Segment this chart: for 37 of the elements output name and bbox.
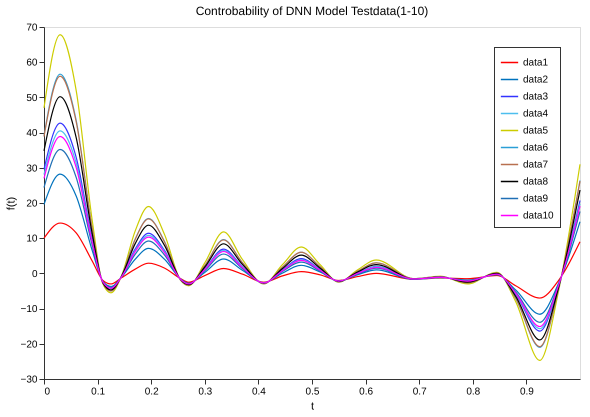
x-tick-label: 0.5	[306, 386, 320, 398]
y-axis-title: f(t)	[6, 196, 18, 210]
y-tick-label: −30	[20, 374, 38, 386]
y-tick-label: 70	[26, 22, 38, 34]
line-series	[43, 34, 581, 361]
legend-label: data4	[523, 108, 548, 120]
y-tick-label: 10	[26, 234, 38, 245]
y-tick-label: 50	[26, 92, 38, 104]
x-tick-label: 0.1	[91, 386, 106, 398]
line-series	[43, 222, 581, 299]
line-series	[43, 174, 581, 315]
x-axis-title: t	[310, 400, 314, 412]
y-tick-label: 0	[32, 268, 38, 280]
y-tick-label: −20	[20, 339, 38, 350]
legend-label: data10	[523, 210, 554, 222]
legend-label: data8	[523, 176, 548, 188]
x-tick-label: 0.9	[520, 386, 534, 398]
x-tick-label: 0.4	[252, 386, 266, 398]
x-tick-label: 0.2	[144, 386, 160, 398]
legend-label: data2	[523, 74, 548, 86]
y-tick-label: −10	[20, 304, 38, 316]
y-tick-label: 20	[26, 198, 38, 210]
x-tick-label: 0.3	[198, 386, 213, 398]
legend-label: data7	[523, 160, 548, 170]
legend-label: data6	[523, 142, 548, 154]
y-tick-label: 40	[26, 128, 38, 140]
legend-label: data9	[523, 194, 548, 204]
chart-title: Controbability of DNN Model Testdata(1-10)	[196, 4, 428, 18]
y-tick-label: 30	[26, 163, 38, 174]
x-tick-label: 0.8	[466, 386, 481, 398]
x-tick-label: 0	[44, 386, 50, 398]
legend-label: data3	[523, 92, 548, 102]
x-tick-label: 0.7	[412, 386, 428, 398]
legend-label: data1	[523, 58, 548, 68]
legend-label: data5	[523, 126, 548, 136]
y-tick-label: 60	[26, 58, 38, 69]
x-tick-label: 0.6	[359, 386, 374, 398]
